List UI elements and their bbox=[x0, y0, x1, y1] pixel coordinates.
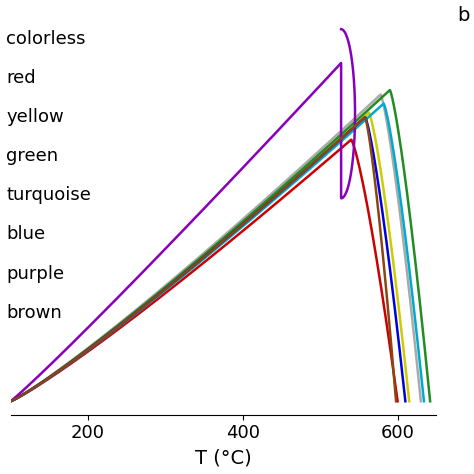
Text: blue: blue bbox=[6, 226, 46, 244]
Text: yellow: yellow bbox=[6, 108, 64, 126]
Text: purple: purple bbox=[6, 264, 64, 283]
Text: red: red bbox=[6, 69, 36, 87]
Text: colorless: colorless bbox=[6, 30, 86, 48]
X-axis label: T (°C): T (°C) bbox=[195, 448, 252, 467]
Text: green: green bbox=[6, 147, 58, 165]
Text: turquoise: turquoise bbox=[6, 186, 91, 204]
Text: brown: brown bbox=[6, 304, 62, 322]
Text: b: b bbox=[457, 6, 470, 25]
